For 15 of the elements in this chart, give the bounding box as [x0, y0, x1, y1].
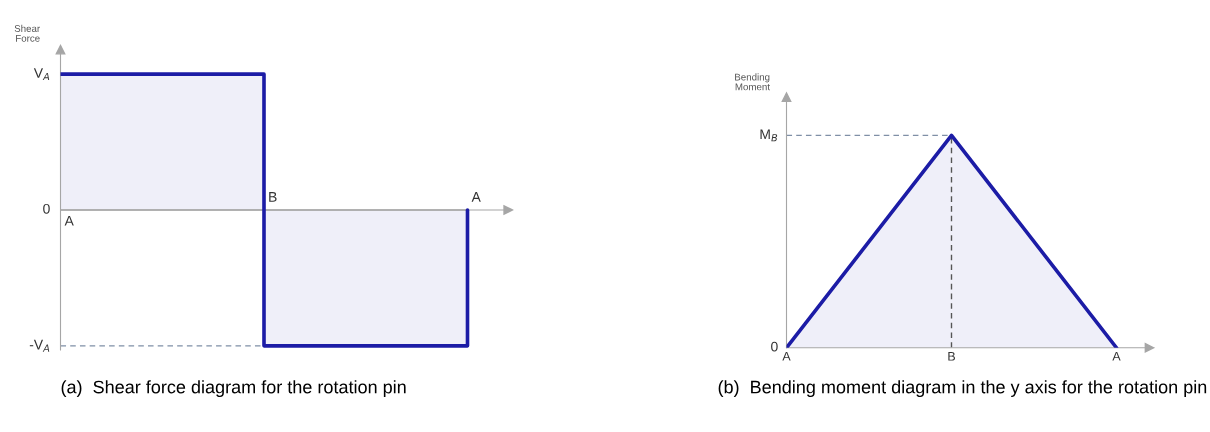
x-tick-label: B	[948, 351, 956, 361]
x-tick-label: A	[1112, 351, 1121, 361]
ref-line-label: M$_{B}$	[760, 129, 778, 142]
y-axis-title: Shear Force	[14, 24, 40, 42]
x-tick-label: B	[269, 192, 277, 202]
text: (b) Bending moment diagram in the y axis for the rotation pin	[718, 380, 1207, 397]
x-tick-label: A	[471, 192, 481, 202]
ref-line-label: -V$_{A}$	[29, 339, 50, 352]
x-tick-label: A	[64, 215, 74, 226]
y-axis-title: Bending Moment	[735, 73, 770, 91]
annotation: 0	[771, 341, 778, 352]
x-tick-label: A	[782, 351, 791, 361]
text: (a) Shear force diagram for the rotation pin	[61, 380, 406, 397]
annotation: V$_{A}$	[33, 68, 50, 80]
ref-line-label: 0	[43, 203, 50, 214]
